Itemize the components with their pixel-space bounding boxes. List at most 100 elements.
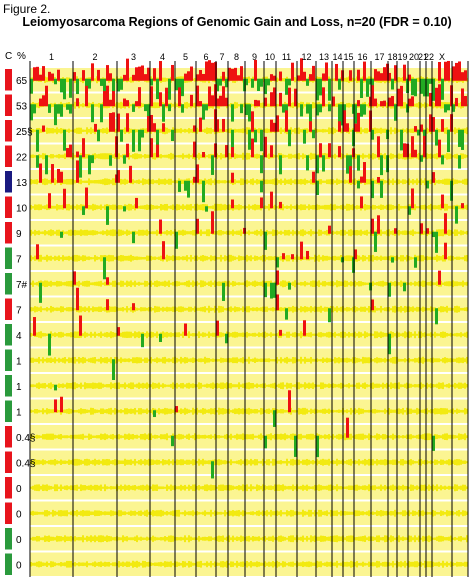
baseline-noise [292,154,294,158]
baseline-noise [432,484,434,491]
baseline-noise [288,205,290,209]
baseline-noise [438,486,440,490]
baseline-noise [282,231,284,234]
baseline-noise [170,561,172,568]
baseline-noise [336,535,338,543]
baseline-noise [216,180,218,184]
baseline-noise [98,510,100,517]
baseline-noise [178,537,180,541]
loss-segment [309,104,312,123]
baseline-noise [330,179,332,185]
baseline-noise [220,203,222,211]
baseline-noise [392,230,394,236]
baseline-noise [94,561,96,568]
baseline-noise [86,154,88,159]
baseline-noise [460,357,462,363]
baseline-noise [428,535,430,543]
baseline-noise [270,461,272,464]
baseline-noise [260,307,262,312]
gain-segment [138,87,141,107]
baseline-noise [38,459,40,465]
baseline-noise [190,128,192,133]
baseline-noise [414,461,416,464]
baseline-noise [250,179,252,185]
baseline-noise [426,382,428,389]
baseline-noise [48,155,50,158]
baseline-noise [50,485,52,490]
baseline-noise [30,460,32,465]
gain-segment [109,73,112,81]
baseline-noise [210,255,212,262]
baseline-noise [270,409,272,413]
baseline-noise [302,459,304,465]
baseline-noise [288,306,290,312]
baseline-noise [194,511,196,515]
baseline-noise [126,229,128,236]
loss-segment [420,78,423,94]
baseline-noise [160,461,162,464]
baseline-noise [330,358,332,363]
baseline-noise [318,280,320,288]
baseline-noise [94,230,96,236]
baseline-noise [300,281,302,286]
baseline-noise [166,154,168,158]
baseline-noise [412,178,414,185]
baseline-noise [172,357,174,364]
baseline-noise [214,407,216,415]
baseline-noise [156,306,158,313]
baseline-noise [332,434,334,440]
loss-segment [138,129,141,152]
baseline-noise [316,306,318,312]
gain-segment [408,74,411,81]
loss-segment [322,155,325,172]
baseline-noise [50,154,52,159]
baseline-noise [322,231,324,235]
baseline-noise [460,382,462,389]
baseline-noise [42,308,44,311]
baseline-noise [114,408,116,415]
baseline-noise [246,536,248,542]
baseline-noise [344,307,346,311]
baseline-noise [314,102,316,108]
loss-segment [366,78,369,97]
baseline-noise [368,255,370,262]
baseline-noise [448,383,450,389]
baseline-noise [66,359,68,362]
baseline-noise [456,128,458,133]
baseline-noise [238,434,240,440]
baseline-noise [438,382,440,390]
gain-segment [338,146,341,158]
baseline-noise [294,205,296,209]
baseline-noise [66,231,68,235]
baseline-noise [46,408,48,415]
baseline-noise [136,434,138,439]
baseline-noise [328,127,330,135]
baseline-noise [252,486,254,490]
baseline-noise [84,537,86,540]
baseline-noise [298,359,300,362]
baseline-noise [246,512,248,515]
baseline-noise [76,484,78,491]
baseline-noise [272,229,274,237]
loss-segment [264,435,267,449]
gain-segment [438,61,441,81]
baseline-noise [30,332,32,337]
baseline-noise [64,357,66,364]
baseline-noise [288,562,290,567]
baseline-noise [414,409,416,413]
baseline-noise [270,179,272,184]
baseline-noise [150,204,152,211]
baseline-noise [270,231,272,235]
baseline-noise [190,435,192,438]
baseline-noise [140,536,142,541]
baseline-noise [268,153,270,160]
gain-segment [276,294,279,311]
baseline-noise [454,536,456,541]
gain-segment [106,277,109,285]
baseline-noise [228,563,230,566]
baseline-noise [368,333,370,337]
baseline-noise [262,510,264,517]
baseline-noise [242,460,244,465]
baseline-noise [110,510,112,517]
baseline-noise [308,486,310,490]
